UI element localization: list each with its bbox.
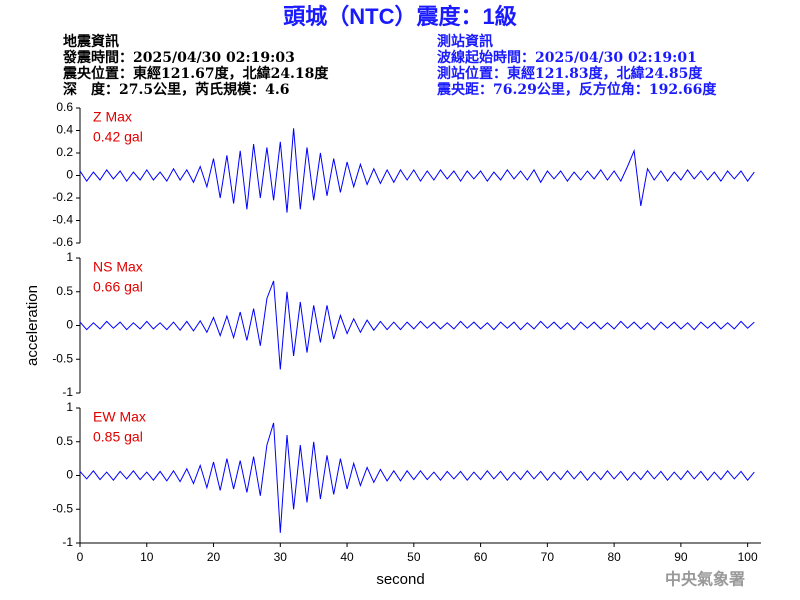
y-tick-label: 0	[66, 168, 73, 182]
footer: 中央氣象署	[665, 570, 745, 589]
y-tick-label: -0.4	[52, 213, 73, 227]
info-text: 測站資訊	[437, 33, 493, 50]
x-tick-label: 20	[207, 550, 221, 564]
info-text: 地震資訊	[63, 33, 119, 50]
x-tick-label: 90	[674, 550, 688, 564]
x-tick-label: 100	[738, 550, 758, 564]
y-tick-label: -0.5	[52, 501, 73, 515]
waveform	[79, 280, 755, 370]
max-label: 0.42 gal	[93, 129, 143, 145]
chart-title: 頭城（NTC）震度：1級	[283, 4, 516, 29]
y-tick-label: -1	[62, 385, 73, 399]
info-text: 震央位置：東經121.67度，北緯24.18度	[62, 65, 329, 82]
y-tick-label: -0.6	[52, 235, 73, 249]
x-tick-label: 10	[140, 550, 154, 564]
y-tick-label: -0.2	[52, 190, 73, 204]
x-tick-label: 50	[407, 550, 421, 564]
y-axis-label: acceleration	[24, 285, 41, 366]
x-tick-label: 60	[474, 550, 488, 564]
max-label: 0.85 gal	[93, 429, 143, 445]
info-text: 測站位置：東經121.83度，北緯24.85度	[437, 65, 703, 82]
x-axis-label: second	[376, 571, 424, 588]
x-tick-label: 70	[541, 550, 555, 564]
y-tick-label: 0.4	[56, 123, 73, 137]
waveform	[79, 422, 755, 533]
y-tick-label: -1	[62, 535, 73, 549]
y-tick-label: -0.5	[52, 351, 73, 365]
component-label: NS Max	[93, 259, 143, 275]
info-text: 發震時間：2025/04/30 02:19:03	[62, 49, 295, 66]
y-tick-label: 0.2	[56, 145, 73, 159]
max-label: 0.66 gal	[93, 279, 143, 295]
x-tick-label: 0	[77, 550, 84, 564]
y-tick-label: 0.6	[56, 100, 73, 114]
info-text: 波線起始時間：2025/04/30 02:19:01	[437, 49, 697, 66]
y-tick-label: 0	[66, 468, 73, 482]
component-label: Z Max	[93, 109, 132, 125]
y-tick-label: 1	[66, 400, 73, 414]
info-text: 震央距：76.29公里，反方位角：192.66度	[436, 81, 717, 98]
y-tick-label: 0	[66, 318, 73, 332]
x-tick-label: 80	[607, 550, 621, 564]
x-tick-label: 30	[274, 550, 288, 564]
y-tick-label: 0.5	[56, 284, 73, 298]
x-tick-label: 40	[340, 550, 354, 564]
y-tick-label: 0.5	[56, 434, 73, 448]
y-tick-label: 1	[66, 250, 73, 264]
waveform	[79, 128, 755, 213]
info-text: 深 度：27.5公里，芮氏規模：4.6	[63, 81, 289, 98]
component-label: EW Max	[93, 409, 146, 425]
